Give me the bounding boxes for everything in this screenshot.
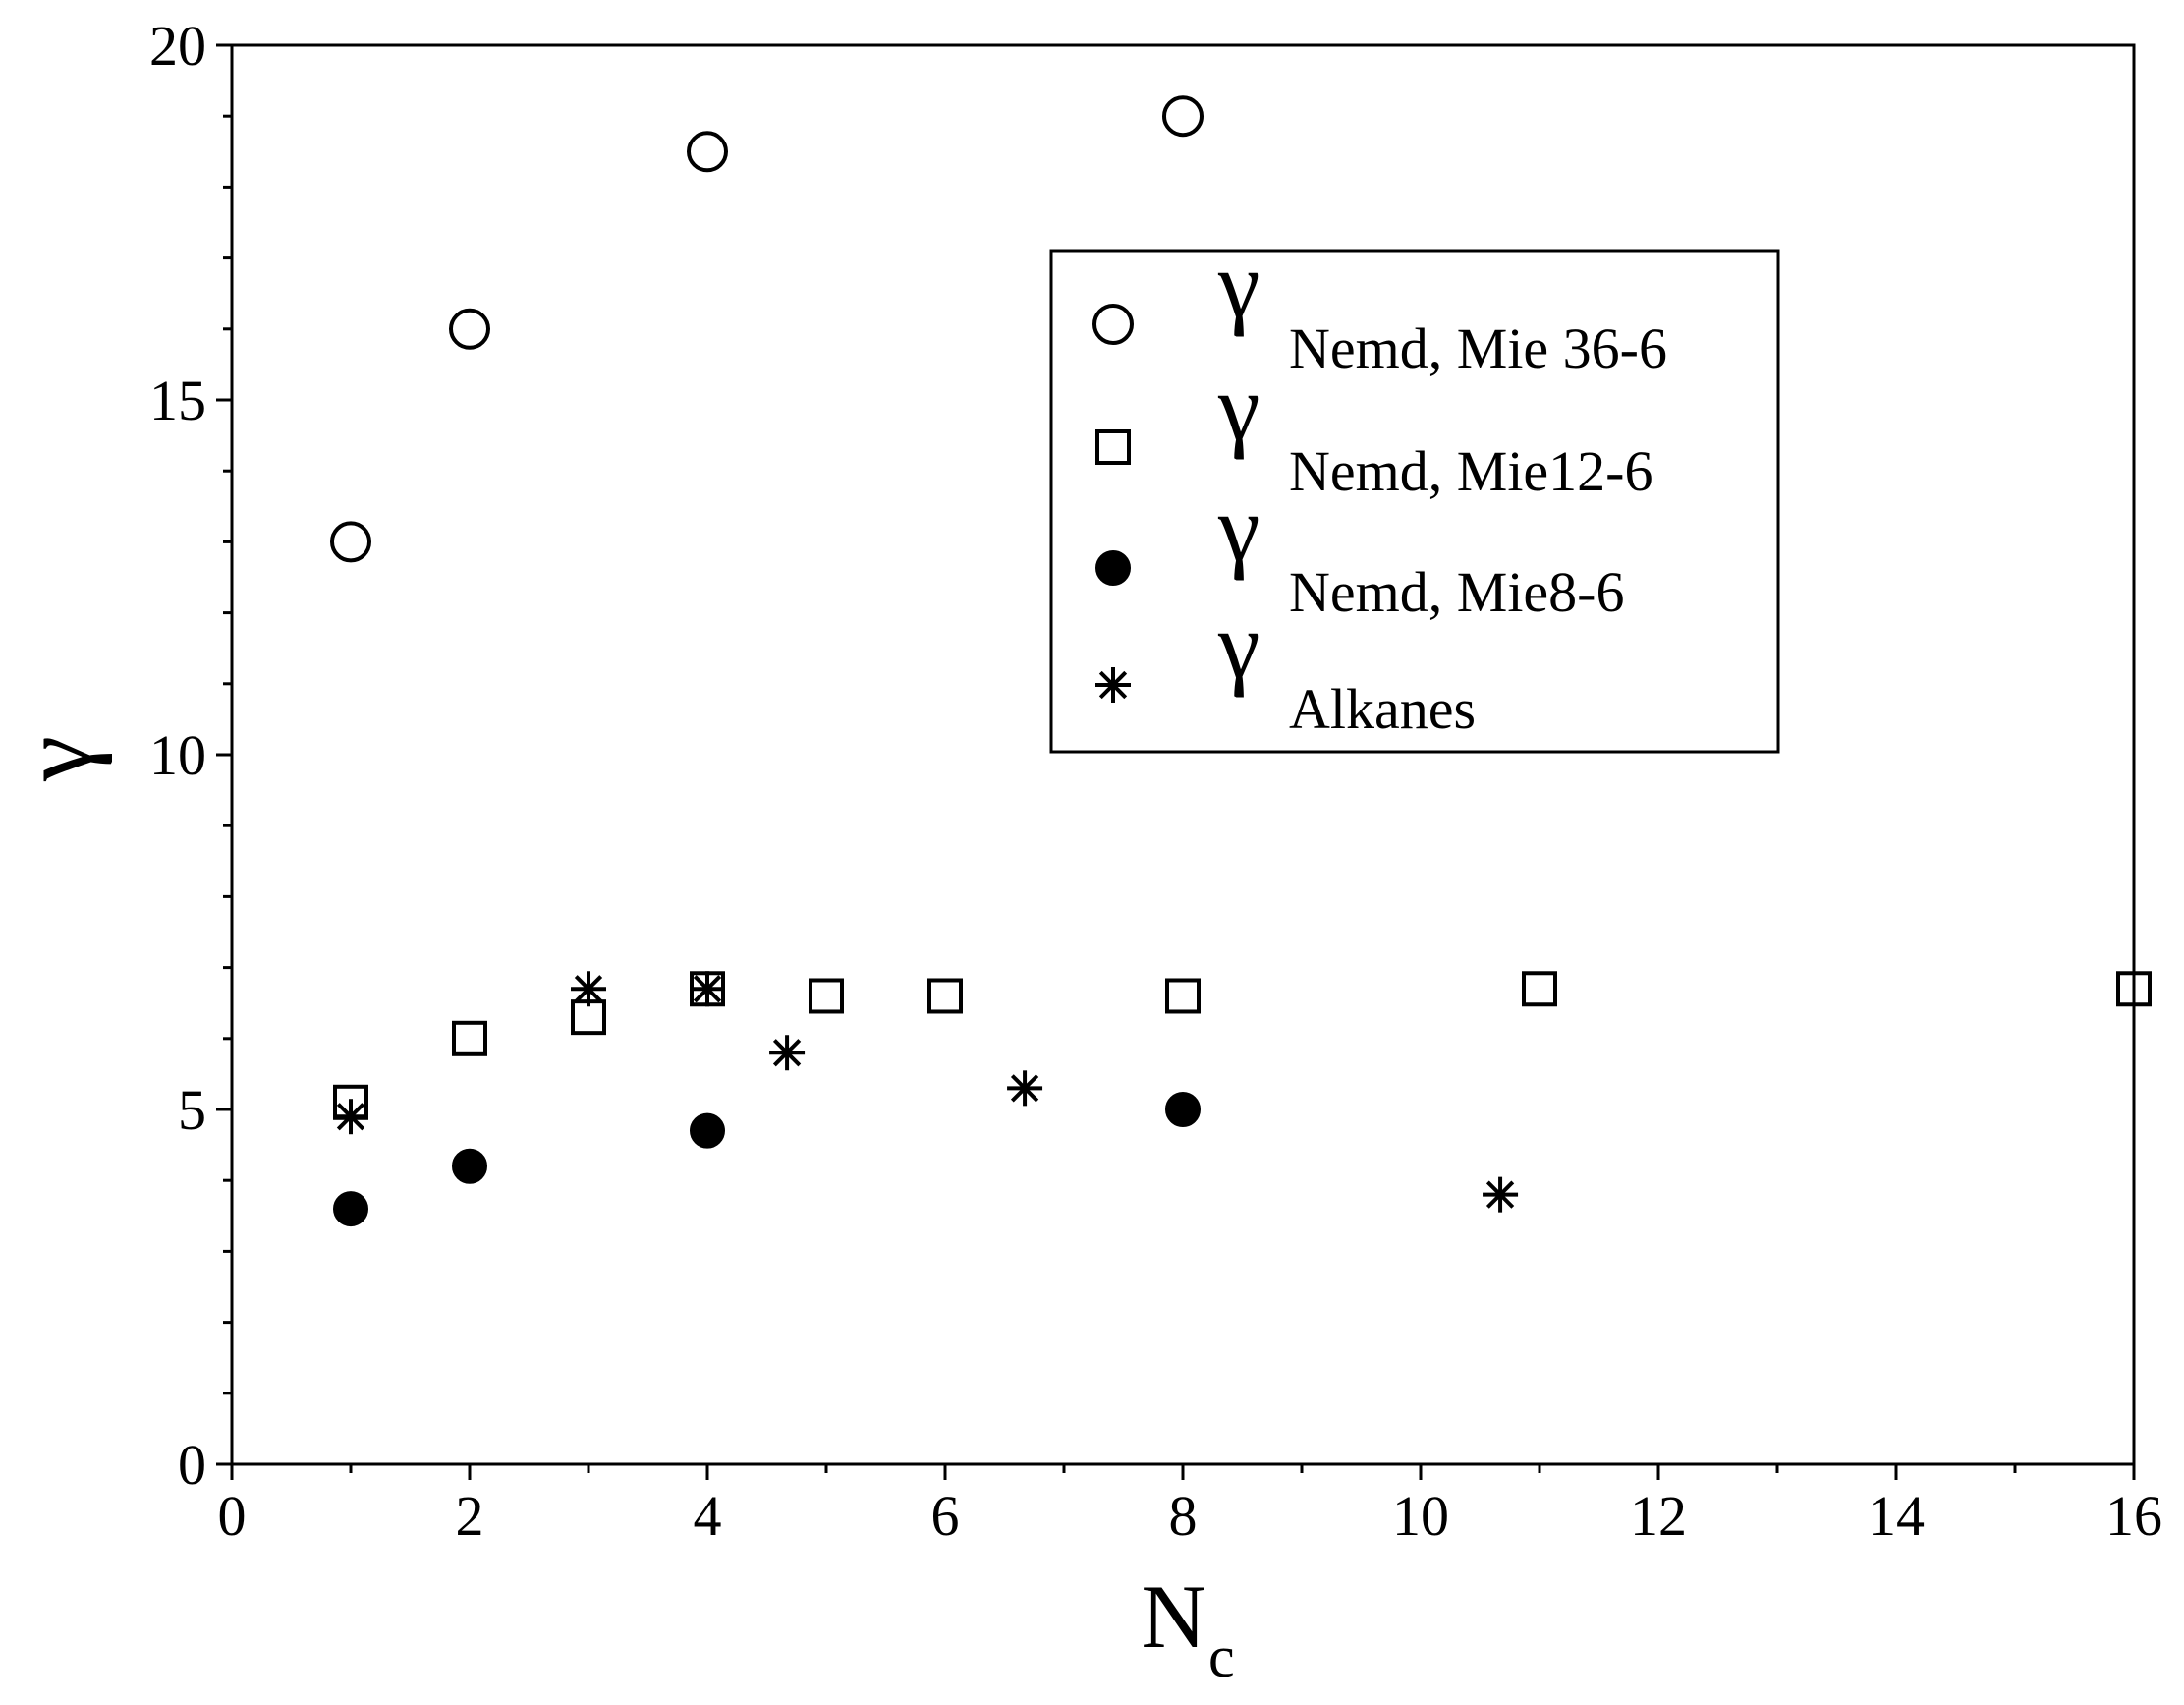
data-point-series-0 xyxy=(330,521,371,563)
x-axis-label: N xyxy=(1142,1566,1206,1667)
data-point-series-0 xyxy=(687,131,728,173)
legend-marker-0 xyxy=(1092,304,1134,345)
data-point-series-1 xyxy=(1522,971,1557,1007)
legend-label: γ xyxy=(1217,232,1260,337)
legend-label: γ xyxy=(1217,355,1260,460)
x-tick-label: 6 xyxy=(931,1484,960,1548)
y-tick-label: 5 xyxy=(178,1078,206,1142)
legend-marker-1 xyxy=(1095,429,1131,465)
legend-marker-3 xyxy=(1095,667,1131,703)
data-point-series-1 xyxy=(2116,971,2152,1007)
data-point-series-2 xyxy=(1165,1092,1201,1127)
x-tick-label: 16 xyxy=(2105,1484,2162,1548)
data-point-series-3 xyxy=(1007,1070,1043,1107)
data-point-series-2 xyxy=(333,1191,368,1227)
y-tick-label: 0 xyxy=(178,1433,206,1497)
y-tick-label: 15 xyxy=(149,369,206,432)
data-point-series-2 xyxy=(690,1112,725,1149)
legend-label-subscript: Nemd, Mie8-6 xyxy=(1289,560,1625,624)
y-tick-label: 10 xyxy=(149,723,206,787)
data-point-series-3 xyxy=(690,971,725,1007)
x-tick-label: 4 xyxy=(694,1484,722,1548)
data-point-series-0 xyxy=(449,308,490,350)
data-point-series-2 xyxy=(452,1148,487,1184)
data-point-series-3 xyxy=(769,1035,806,1071)
y-axis-label: γ xyxy=(0,736,113,782)
legend-marker-2 xyxy=(1095,550,1131,586)
legend-label: γ xyxy=(1217,593,1260,698)
data-point-series-0 xyxy=(1162,95,1204,138)
data-point-series-3 xyxy=(1483,1176,1519,1213)
data-point-series-1 xyxy=(452,1020,487,1056)
data-point-series-3 xyxy=(333,1099,368,1135)
tick-marks xyxy=(216,43,2136,1480)
data-point-series-1 xyxy=(1165,978,1201,1014)
x-tick-label: 8 xyxy=(1169,1484,1198,1548)
x-tick-label: 2 xyxy=(456,1484,484,1548)
x-tick-label: 0 xyxy=(218,1484,247,1548)
x-axis-label-subscript: c xyxy=(1208,1624,1235,1689)
y-tick-label: 20 xyxy=(149,14,206,78)
x-tick-label: 12 xyxy=(1630,1484,1687,1548)
legend-box xyxy=(1049,249,1780,754)
legend-label: γ xyxy=(1217,476,1260,581)
x-tick-label: 10 xyxy=(1392,1484,1449,1548)
legend-label-subscript: Alkanes xyxy=(1289,677,1476,741)
data-point-series-1 xyxy=(927,978,963,1014)
data-point-series-1 xyxy=(809,978,844,1014)
data-point-series-3 xyxy=(571,971,606,1007)
x-tick-label: 14 xyxy=(1868,1484,1925,1548)
legend: γ Nemd, Mie 36-6 γ Nemd, Mie12-6 γ Nemd, Mie8… xyxy=(1049,232,1780,754)
legend-label-subscript: Nemd, Mie12-6 xyxy=(1289,439,1653,503)
data-points xyxy=(330,95,2152,1227)
tick-labels: 0 2 4 6 8 10 12 14 16 0 5 10 15 20 xyxy=(149,14,2162,1548)
legend-label-subscript: Nemd, Mie 36-6 xyxy=(1289,316,1667,380)
